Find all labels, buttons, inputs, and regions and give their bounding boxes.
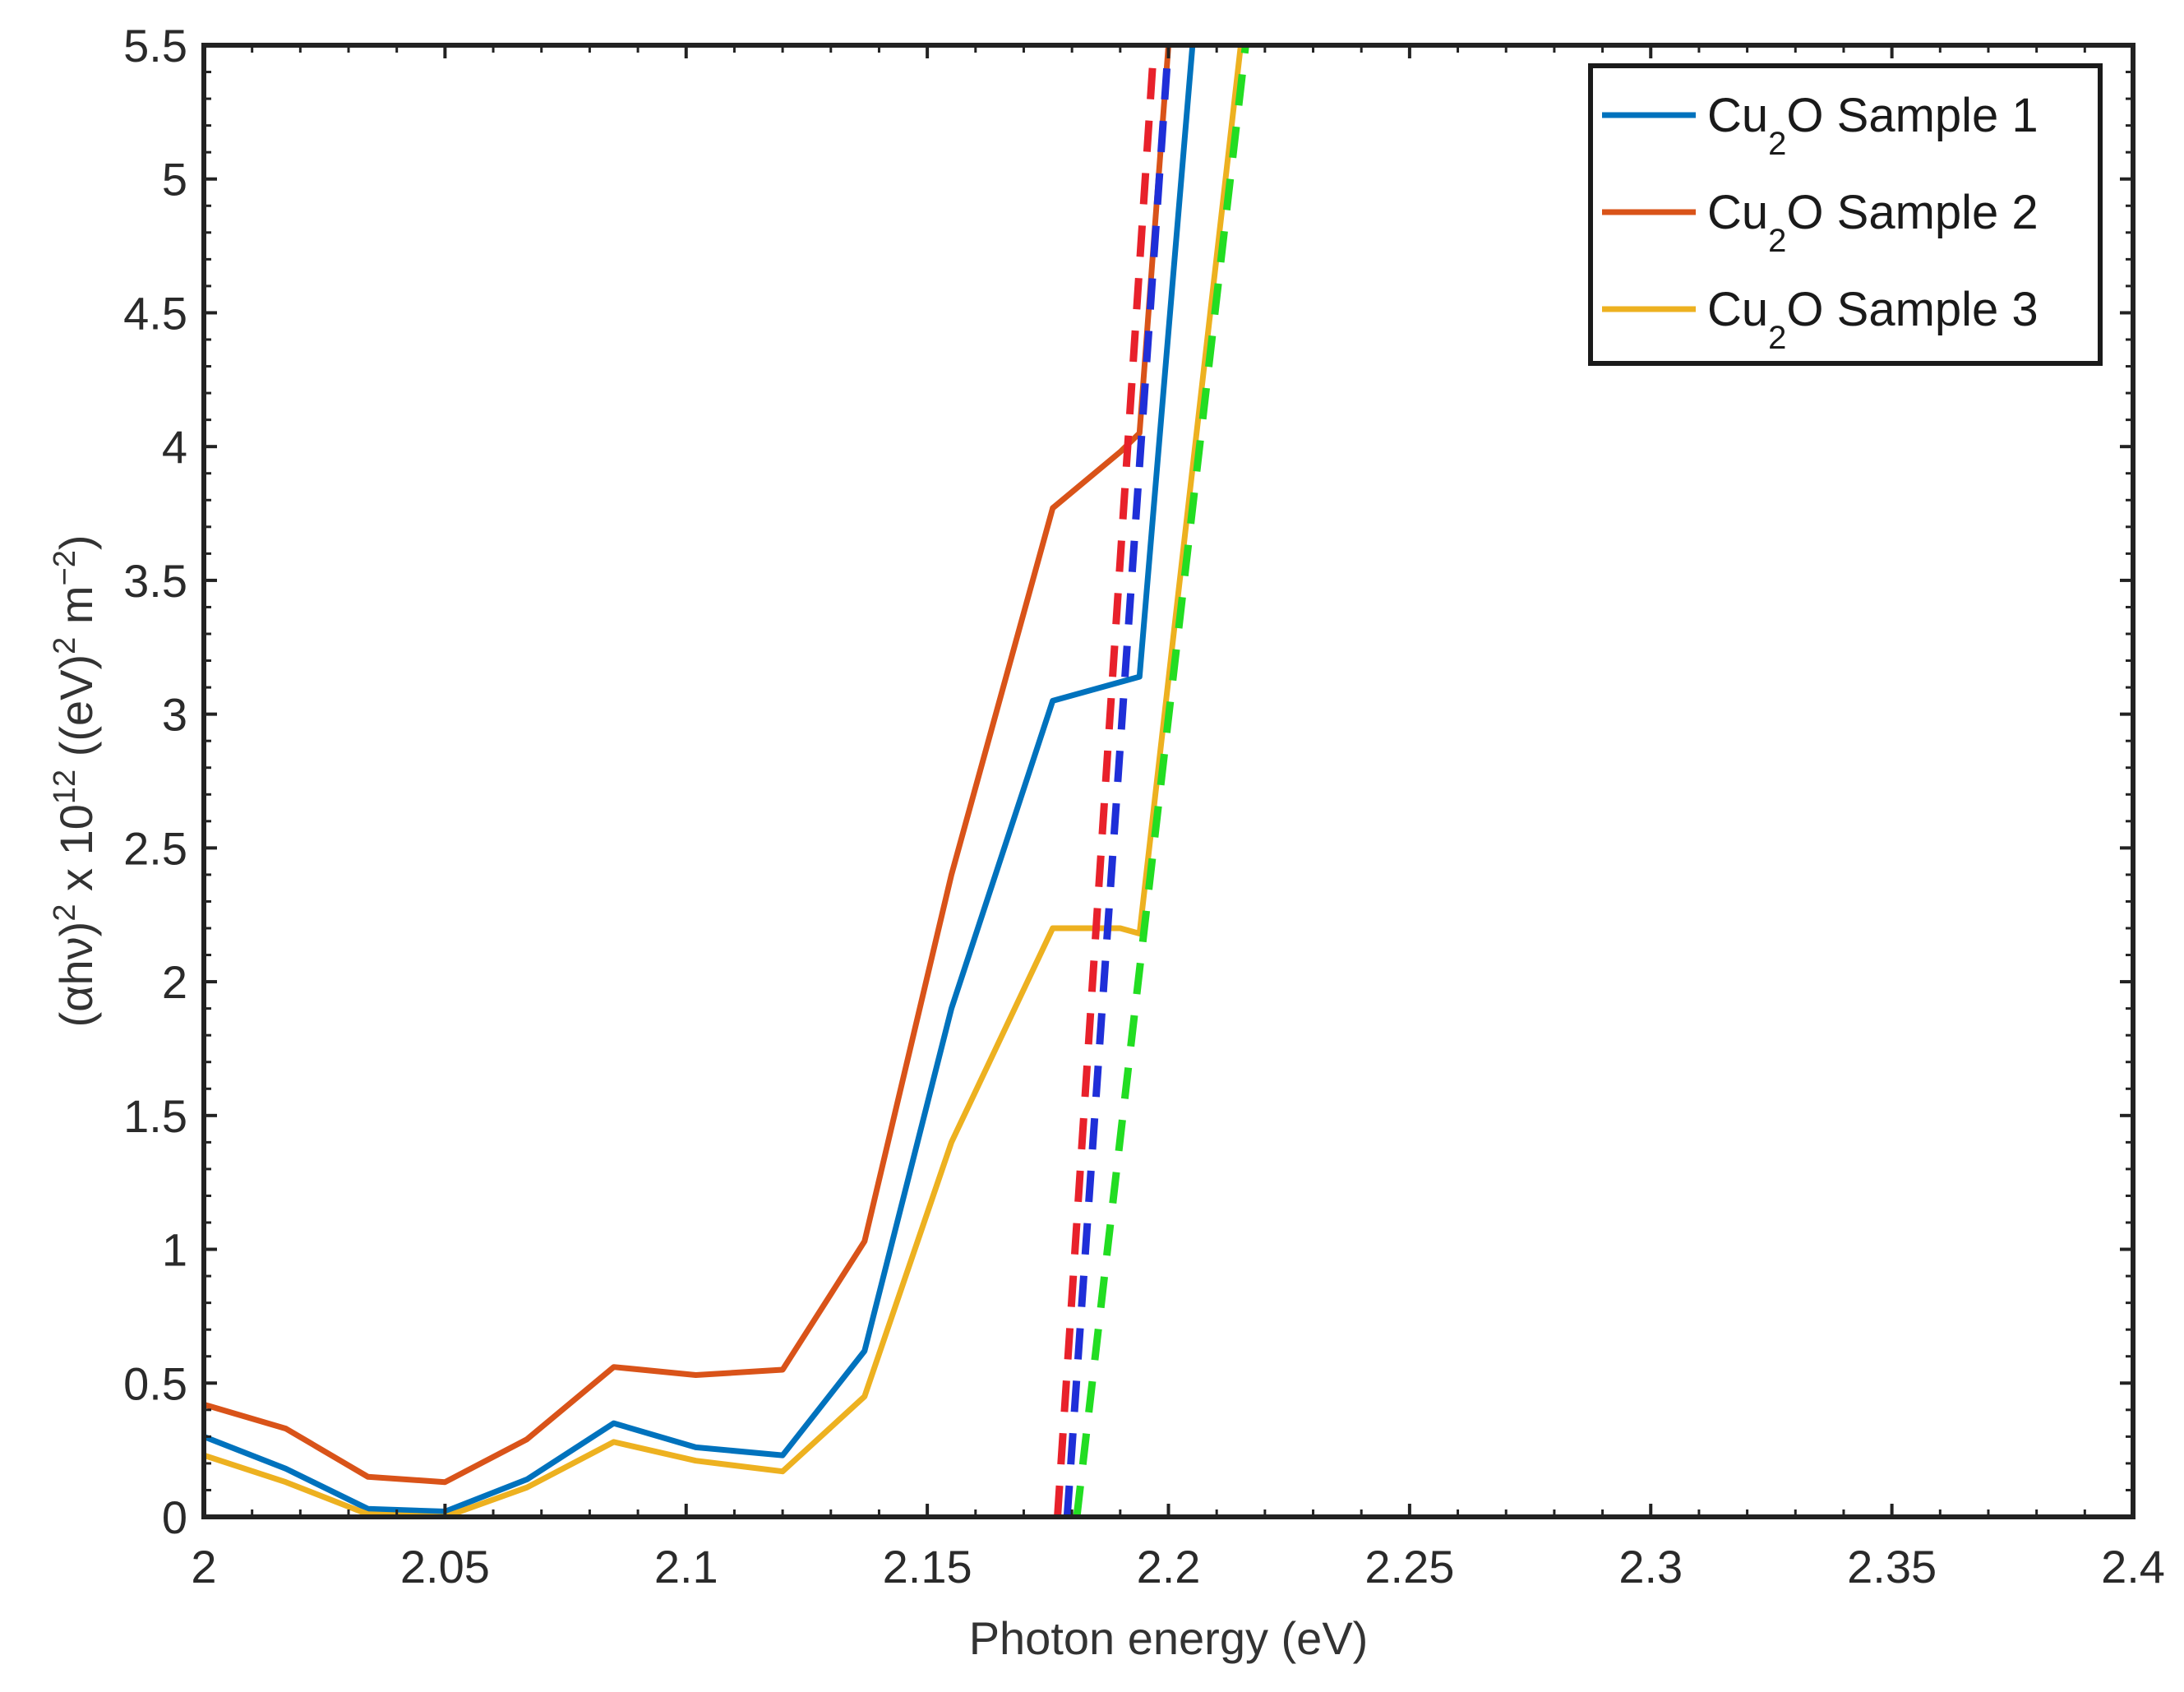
x-tick-label: 2.05 — [400, 1541, 490, 1593]
legend-label-sample-3: Cu2O Sample 3 — [1707, 283, 2039, 356]
ylabel-unit-m: m — [50, 585, 102, 636]
legend-label-sub: 2 — [1768, 126, 1786, 162]
x-tick-label: 2.25 — [1364, 1541, 1454, 1593]
y-tick-label: 4.5 — [123, 287, 187, 339]
legend-label-rest: O Sample 1 — [1786, 89, 2038, 142]
x-tick-label: 2.3 — [1618, 1541, 1683, 1593]
ylabel-unit-sup1: 2 — [48, 637, 82, 654]
ylabel-unit-close: ) — [50, 535, 102, 551]
x-axis-title: Photon energy (eV) — [969, 1612, 1369, 1664]
y-tick-label: 3.5 — [123, 555, 187, 607]
legend-label-rest: O Sample 2 — [1786, 186, 2038, 239]
y-tick-label: 5.5 — [123, 20, 187, 72]
legend-label-sub: 2 — [1768, 223, 1786, 259]
y-tick-label: 4 — [162, 421, 187, 473]
y-tick-label: 0.5 — [123, 1357, 187, 1409]
ylabel-unit-open: ((eV) — [50, 654, 102, 770]
legend-label-sample-1: Cu2O Sample 1 — [1707, 89, 2039, 162]
legend-label-sample-2: Cu2O Sample 2 — [1707, 186, 2039, 259]
plot-frame — [201, 43, 2136, 1519]
sample-3-fit-dashed-line — [1073, 45, 1249, 1517]
x-tick-label: 2.2 — [1137, 1541, 1201, 1593]
legend-label-main: Cu — [1707, 89, 1768, 142]
y-tick-label: 5 — [162, 154, 187, 206]
ylabel-mid: x 10 — [50, 804, 102, 904]
y-tick-label: 1.5 — [123, 1090, 187, 1142]
ylabel-prefix: (αhν) — [50, 922, 102, 1028]
legend-label-main: Cu — [1707, 283, 1768, 336]
sample-1-fit-dashed-line — [1063, 45, 1172, 1517]
y-tick-label: 0 — [162, 1491, 187, 1543]
ylabel-prefix-sup: 2 — [48, 904, 82, 922]
legend-label-rest: O Sample 3 — [1786, 283, 2038, 336]
x-tick-label: 2 — [191, 1541, 216, 1593]
ylabel-mid-sup: 12 — [48, 770, 82, 804]
y-tick-label: 3 — [162, 689, 187, 741]
sample-2-fit-dashed-line — [1054, 45, 1158, 1517]
series-line-sample-1 — [204, 45, 1196, 1514]
y-tick-label: 2 — [162, 956, 187, 1008]
series-line-sample-2 — [204, 45, 1171, 1486]
x-tick-label: 2.15 — [883, 1541, 972, 1593]
ylabel-unit-sup2: −2 — [48, 550, 82, 585]
y-tick-label: 2.5 — [123, 822, 187, 874]
x-tick-label: 2.4 — [2101, 1541, 2165, 1593]
y-tick-label: 1 — [162, 1224, 187, 1276]
legend-label-sub: 2 — [1768, 320, 1786, 356]
x-tick-label: 2.35 — [1847, 1541, 1937, 1593]
y-axis-title: (αhν)2 x 1012 ((eV)2 m−2) — [48, 535, 102, 1028]
legend-label-main: Cu — [1707, 186, 1768, 239]
x-tick-label: 2.1 — [654, 1541, 718, 1593]
